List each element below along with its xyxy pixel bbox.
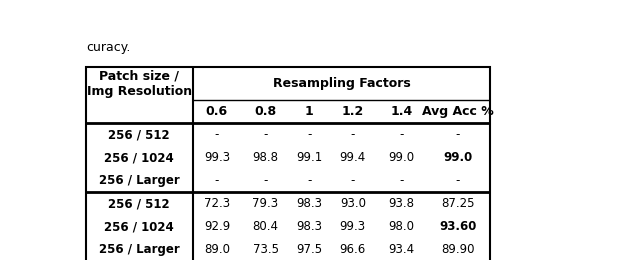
Text: 98.3: 98.3	[296, 197, 322, 210]
Text: -: -	[263, 174, 268, 187]
Text: Avg Acc %: Avg Acc %	[422, 105, 494, 118]
Text: -: -	[351, 128, 355, 141]
Text: 1: 1	[305, 105, 314, 118]
Text: 79.3: 79.3	[252, 197, 278, 210]
Text: -: -	[214, 128, 219, 141]
Text: curacy.: curacy.	[86, 41, 131, 54]
Text: -: -	[351, 174, 355, 187]
Text: -: -	[263, 128, 268, 141]
Text: 99.3: 99.3	[340, 220, 366, 233]
Text: 98.8: 98.8	[253, 151, 278, 164]
Text: 256 / Larger: 256 / Larger	[99, 174, 180, 187]
Text: 0.8: 0.8	[255, 105, 276, 118]
Text: 256 / 1024: 256 / 1024	[104, 220, 174, 233]
Text: 99.1: 99.1	[296, 151, 323, 164]
Text: 99.3: 99.3	[204, 151, 230, 164]
Text: 73.5: 73.5	[253, 243, 278, 256]
Text: 92.9: 92.9	[204, 220, 230, 233]
Text: 93.0: 93.0	[340, 197, 366, 210]
Bar	[86, 67, 490, 260]
Text: 99.0: 99.0	[444, 151, 472, 164]
Text: -: -	[307, 128, 311, 141]
Text: 89.90: 89.90	[441, 243, 475, 256]
Text: 0.6: 0.6	[206, 105, 228, 118]
Text: 98.0: 98.0	[388, 220, 415, 233]
Text: 256 / 512: 256 / 512	[108, 128, 170, 141]
Text: 93.4: 93.4	[388, 243, 415, 256]
Text: 1.4: 1.4	[390, 105, 413, 118]
Text: 97.5: 97.5	[296, 243, 322, 256]
Text: 1.2: 1.2	[342, 105, 364, 118]
Text: 80.4: 80.4	[253, 220, 278, 233]
Text: 99.4: 99.4	[340, 151, 366, 164]
Text: -: -	[399, 128, 404, 141]
Text: 98.3: 98.3	[296, 220, 322, 233]
Text: -: -	[456, 128, 460, 141]
Text: 256 / Larger: 256 / Larger	[99, 243, 180, 256]
Text: 93.60: 93.60	[439, 220, 477, 233]
Text: 256 / 1024: 256 / 1024	[104, 151, 174, 164]
Text: -: -	[399, 174, 404, 187]
Text: -: -	[214, 174, 219, 187]
Text: Resampling Factors: Resampling Factors	[273, 77, 410, 90]
Text: 99.0: 99.0	[388, 151, 415, 164]
Text: Patch size /
Img Resolution: Patch size / Img Resolution	[86, 69, 192, 98]
Text: 87.25: 87.25	[441, 197, 475, 210]
Text: -: -	[456, 174, 460, 187]
Text: 256 / 512: 256 / 512	[108, 197, 170, 210]
Text: -: -	[307, 174, 311, 187]
Text: 93.8: 93.8	[388, 197, 415, 210]
Text: 89.0: 89.0	[204, 243, 230, 256]
Text: 96.6: 96.6	[340, 243, 366, 256]
Text: 72.3: 72.3	[204, 197, 230, 210]
